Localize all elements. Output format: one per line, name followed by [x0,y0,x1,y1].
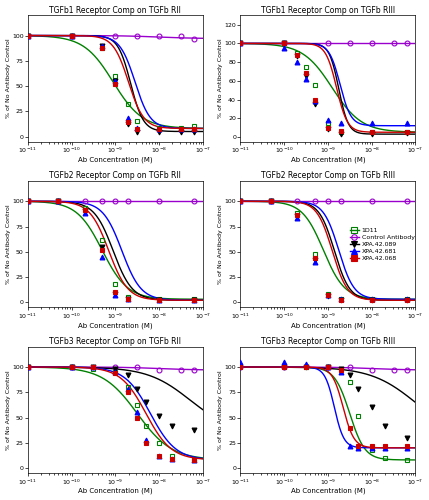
Title: TGFb3 Receptor Comp on TGFb RIII: TGFb3 Receptor Comp on TGFb RIII [261,337,395,346]
X-axis label: Ab Concentration (M): Ab Concentration (M) [290,156,365,163]
Y-axis label: % of No Antibody Control: % of No Antibody Control [218,370,223,450]
X-axis label: Ab Concentration (M): Ab Concentration (M) [78,156,153,163]
Title: TGFb2 Receptor Comp on TGFb RII: TGFb2 Receptor Comp on TGFb RII [49,172,181,180]
Y-axis label: % of No Antibody Control: % of No Antibody Control [218,38,223,118]
Y-axis label: % of No Antibody Control: % of No Antibody Control [6,370,11,450]
X-axis label: Ab Concentration (M): Ab Concentration (M) [78,322,153,328]
X-axis label: Ab Concentration (M): Ab Concentration (M) [78,488,153,494]
Legend: 1D11, Control Antibody, XPA.42.089, XPA.42.681, XPA.42.068: 1D11, Control Antibody, XPA.42.089, XPA.… [348,226,416,262]
Title: TGFb1 Receptor Comp on TGFb RIII: TGFb1 Receptor Comp on TGFb RIII [261,6,395,15]
Y-axis label: % of No Antibody Control: % of No Antibody Control [218,204,223,284]
X-axis label: Ab Concentration (M): Ab Concentration (M) [290,322,365,328]
Title: TGFb3 Receptor Comp on TGFb RII: TGFb3 Receptor Comp on TGFb RII [49,337,181,346]
Y-axis label: % of No Antibody Control: % of No Antibody Control [6,38,11,118]
X-axis label: Ab Concentration (M): Ab Concentration (M) [290,488,365,494]
Title: TGFb1 Receptor Comp on TGFb RII: TGFb1 Receptor Comp on TGFb RII [49,6,181,15]
Title: TGFb2 Receptor Comp on TGFb RIII: TGFb2 Receptor Comp on TGFb RIII [261,172,395,180]
Y-axis label: % of No Antibody Control: % of No Antibody Control [6,204,11,284]
